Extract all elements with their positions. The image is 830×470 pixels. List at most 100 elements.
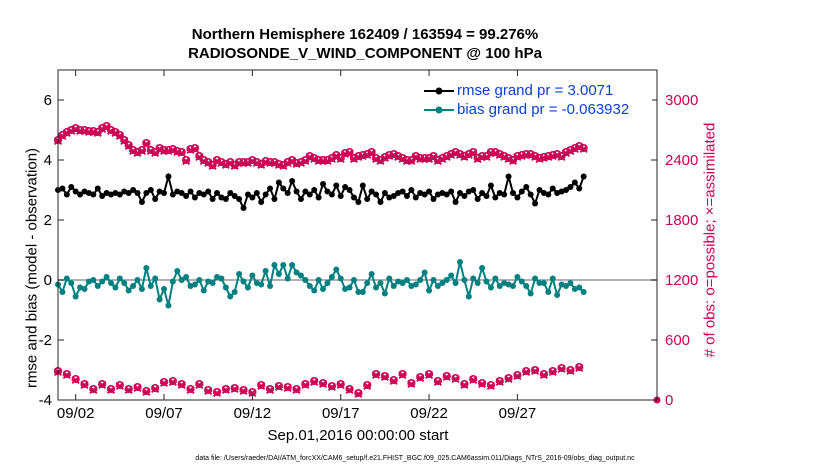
rmse-point xyxy=(377,199,384,205)
bias-point xyxy=(364,280,371,286)
obs-assimilated-upper-point xyxy=(367,148,376,158)
obs-possible-upper-point xyxy=(107,126,116,135)
obs-possible-lower-point xyxy=(327,381,336,390)
rmse-point xyxy=(359,182,366,189)
rmse-point xyxy=(293,188,300,195)
x-tick-label: 09/17 xyxy=(322,405,360,422)
legend-rmse-swatch xyxy=(424,87,454,95)
bias-point xyxy=(240,278,247,285)
rmse-point xyxy=(532,200,539,207)
bias-point xyxy=(390,283,397,289)
obs-possible-upper-point xyxy=(195,152,204,161)
rmse-point xyxy=(116,191,123,198)
obs-assimilated-lower-point xyxy=(159,378,169,388)
rmse-point xyxy=(452,199,459,205)
rmse-point xyxy=(240,205,247,211)
obs-assimilated-lower-point xyxy=(310,377,319,387)
obs-possible-lower-point xyxy=(425,369,434,378)
bias-point xyxy=(412,281,419,288)
rmse-point xyxy=(267,185,274,192)
bias-point xyxy=(532,275,539,282)
bias-point xyxy=(373,284,380,291)
bias-point xyxy=(580,289,587,295)
rmse-point xyxy=(324,188,331,195)
bias-point xyxy=(403,277,410,283)
bias-point xyxy=(262,268,269,274)
obs-possible-lower-point xyxy=(124,384,133,393)
bias-point xyxy=(509,283,516,289)
bias-point xyxy=(284,275,291,282)
obs-possible-lower-point xyxy=(380,371,389,380)
obs-assimilated-lower-point xyxy=(186,385,195,395)
bias-point xyxy=(200,287,207,294)
obs-assimilated-lower-point xyxy=(177,380,186,390)
obs-possible-lower-point xyxy=(168,376,177,385)
obs-possible-lower-point xyxy=(292,384,301,393)
rmse-point xyxy=(483,193,490,199)
obs-possible-lower-point xyxy=(257,380,266,389)
bias-point xyxy=(540,280,547,286)
bias-point xyxy=(112,284,119,291)
obs-possible-lower-point xyxy=(495,376,504,385)
obs-assimilated-lower-point xyxy=(398,370,407,380)
bias-point xyxy=(549,275,556,282)
rmse-point xyxy=(147,187,154,193)
obs-possible-upper-point xyxy=(411,152,420,161)
obs-possible-lower-point xyxy=(115,380,124,389)
rmse-point xyxy=(492,194,499,201)
obs-assimilated-lower-point xyxy=(425,370,434,380)
rmse-point xyxy=(509,190,516,196)
obs-assimilated-lower-point xyxy=(80,380,89,390)
obs-assimilated-lower-point xyxy=(71,375,80,385)
bias-point xyxy=(183,274,190,280)
bias-point xyxy=(554,292,561,298)
obs-possible-lower-point xyxy=(442,371,451,380)
chart-legend: rmse grand pr = 3.0071 bias grand pr = -… xyxy=(420,82,652,120)
rmse-point xyxy=(523,184,530,190)
bias-point xyxy=(461,277,468,283)
bias-point xyxy=(161,286,168,292)
bias-point xyxy=(218,275,225,282)
obs-possible-lower-point xyxy=(266,384,275,393)
bias-point xyxy=(196,277,203,283)
obs-possible-upper-point xyxy=(367,148,376,157)
obs-possible-lower-point xyxy=(575,362,584,371)
bias-point xyxy=(258,281,265,288)
rmse-point xyxy=(183,193,190,199)
rmse-point xyxy=(514,194,521,201)
obs-assimilated-lower-point xyxy=(239,386,248,396)
obs-possible-lower-point xyxy=(204,385,213,394)
bias-point xyxy=(143,265,150,271)
obs-possible-upper-point xyxy=(199,156,208,165)
bias-point xyxy=(108,280,115,286)
obs-assimilated-lower-point xyxy=(469,375,478,385)
bias-point xyxy=(536,280,543,286)
rmse-point xyxy=(244,191,251,198)
obs-possible-lower-point xyxy=(469,374,478,383)
rmse-point xyxy=(178,190,185,196)
obs-assimilated-lower-point xyxy=(133,383,142,393)
obs-possible-lower-point xyxy=(398,369,407,378)
bias-point xyxy=(448,272,455,279)
y-tick-label-left: 0 xyxy=(44,272,52,289)
obs-possible-upper-point xyxy=(372,154,381,163)
obs-assimilated-lower-point xyxy=(283,383,292,393)
obs-possible-upper-point xyxy=(129,146,138,155)
rmse-point xyxy=(479,190,486,196)
obs-assimilated-lower-point xyxy=(548,367,557,377)
obs-assimilated-lower-point xyxy=(372,370,381,380)
obs-possible-lower-point xyxy=(513,370,522,379)
obs-possible-lower-point xyxy=(363,380,372,389)
obs-assimilated-lower-point xyxy=(142,387,151,397)
bias-point xyxy=(417,277,424,283)
bias-point xyxy=(306,283,313,289)
rmse-point xyxy=(275,179,282,186)
rmse-point xyxy=(408,187,415,193)
bias-point xyxy=(399,280,406,286)
obs-assimilated-lower-point xyxy=(433,377,442,387)
rmse-point xyxy=(289,178,296,184)
obs-possible-lower-point xyxy=(89,384,98,393)
obs-possible-upper-point xyxy=(213,156,222,165)
bias-point xyxy=(63,275,70,282)
rmse-point xyxy=(77,191,84,198)
